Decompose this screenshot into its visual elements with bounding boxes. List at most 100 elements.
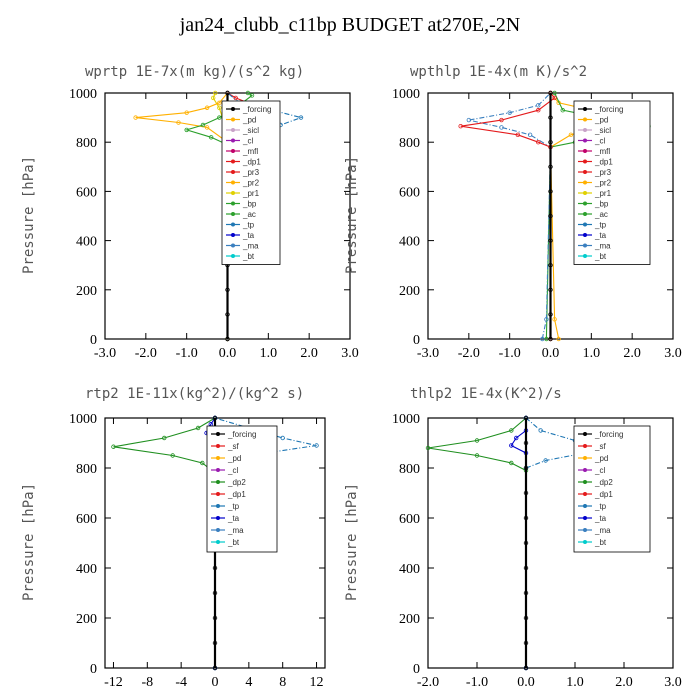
point-pr1 [211, 95, 216, 101]
legend-marker-pd [583, 456, 587, 460]
legend-label-tp: _tp [242, 221, 255, 230]
point-dp2 [162, 435, 167, 441]
point-forcing [523, 565, 529, 571]
panel-title: thlp2 1E-4x(K^2)/s [410, 386, 562, 402]
legend-label-pd: _pd [242, 116, 256, 125]
legend-label-pr1: _pr1 [594, 189, 612, 198]
legend-marker-sicl [231, 128, 235, 132]
legend-marker-dp2 [216, 480, 220, 484]
x-tick-label: 0.0 [542, 346, 560, 361]
y-tick-label: 0 [413, 333, 420, 348]
x-tick-label: 0 [212, 675, 219, 690]
legend-label-ta: _ta [594, 231, 607, 240]
legend-label-ma: _ma [594, 242, 611, 251]
legend-label-mfl: _mfl [594, 147, 610, 156]
legend-label-ma: _ma [227, 526, 244, 535]
legend-marker-ma [231, 243, 235, 248]
y-tick-label: 200 [399, 612, 420, 627]
legend-marker-pd [216, 456, 220, 460]
point-pr2 [556, 336, 561, 342]
legend-label-forcing: _forcing [242, 105, 271, 114]
point-forcing [523, 590, 529, 596]
x-tick-label: 3.0 [341, 346, 359, 361]
legend-label-forcing: _forcing [594, 430, 623, 439]
legend-label-cl: _cl [594, 466, 605, 475]
x-tick-label: -3.0 [417, 346, 439, 361]
series-dp2 [113, 417, 216, 668]
y-axis-label: Pressure [hPa] [21, 483, 37, 601]
y-tick-label: 200 [399, 284, 420, 299]
point-forcing [212, 640, 218, 646]
legend-label-bt: _bt [594, 252, 607, 261]
legend-marker-ta [583, 516, 587, 520]
y-tick-label: 800 [76, 462, 97, 477]
x-tick-label: 0.0 [219, 346, 237, 361]
point-ma [527, 132, 533, 138]
point-forcing [523, 415, 529, 421]
point-forcing [523, 465, 529, 471]
legend-label-dp1: _dp1 [227, 490, 246, 499]
x-tick-label: 3.0 [664, 675, 682, 690]
series-pr2 [135, 92, 229, 339]
x-tick-label: 1.0 [566, 675, 584, 690]
legend-marker-ta [216, 516, 220, 520]
legend-marker-ta [231, 233, 235, 237]
point-pr2 [204, 125, 210, 130]
legend-label-sf: _sf [594, 442, 606, 451]
point-dp2 [170, 453, 175, 458]
y-axis-label: Pressure [hPa] [344, 483, 360, 601]
x-tick-label: -1.0 [499, 346, 521, 361]
legend-label-bp: _bp [242, 200, 257, 209]
legend-label-pr3: _pr3 [242, 168, 260, 177]
legend-label-pd: _pd [594, 116, 608, 125]
y-tick-label: 600 [76, 512, 97, 527]
legend-marker-tp [583, 504, 587, 508]
point-forcing [548, 336, 553, 342]
legend-marker-mfl [583, 149, 587, 153]
legend-label-dp2: _dp2 [594, 478, 613, 487]
legend-marker-cl [583, 468, 587, 472]
legend-label-cl: _cl [594, 137, 605, 146]
y-tick-label: 600 [76, 185, 97, 200]
point-pr2 [217, 100, 222, 106]
x-tick-label: -4 [175, 675, 187, 690]
y-tick-label: 600 [399, 512, 420, 527]
legend-marker-tp [216, 504, 220, 508]
x-tick-label: -2.0 [135, 346, 157, 361]
legend-label-mfl: _mfl [242, 147, 258, 156]
panel-title: wpthlp 1E-4x(m K)/s^2 [410, 64, 587, 80]
legend-marker-pr1 [231, 191, 235, 195]
point-forcing [523, 665, 529, 671]
y-tick-label: 1000 [69, 412, 97, 427]
point-dp2 [474, 453, 480, 458]
legend-marker-forcing [216, 432, 220, 436]
point-forcing [212, 665, 218, 671]
point-tp [538, 428, 543, 433]
panel-title: rtp2 1E-11x(kg^2)/(kg^2 s) [85, 386, 304, 402]
point-bp [217, 115, 222, 120]
y-tick-label: 200 [76, 284, 97, 299]
legend-marker-mfl [231, 149, 235, 153]
point-ta [514, 435, 519, 441]
legend: _forcing _pd_sicl _cl_mfl _dp1_pr3 _pr2_pr1 _… [573, 100, 651, 265]
point-pr1 [213, 90, 218, 96]
panel-title: wprtp 1E-7x(m kg)/(s^2 kg) [85, 64, 304, 80]
panel-2: wpthlp 1E-4x(m K)/s^2 Pressure [hPa] 0 200 4… [344, 64, 682, 361]
point-dp1 [552, 95, 557, 101]
legend-marker-ac [231, 212, 235, 216]
x-tick-label: 2.0 [623, 346, 641, 361]
legend-marker-bt [583, 254, 587, 258]
legend-marker-bp [583, 201, 587, 206]
legend-marker-bt [583, 540, 587, 544]
legend-label-ma: _ma [242, 242, 259, 251]
point-tp [298, 115, 304, 120]
x-tick-label: -2.0 [417, 675, 439, 690]
point-dp2 [509, 428, 514, 433]
point-forcing [523, 615, 529, 621]
y-tick-label: 800 [399, 136, 420, 151]
legend-marker-dp1 [583, 159, 587, 164]
point-forcing [548, 263, 553, 268]
panel-4: thlp2 1E-4x(K^2)/s Pressure [hPa] 0 200 400 6… [344, 386, 682, 690]
x-tick-label: 2.0 [615, 675, 633, 690]
point-pr2 [552, 317, 557, 322]
